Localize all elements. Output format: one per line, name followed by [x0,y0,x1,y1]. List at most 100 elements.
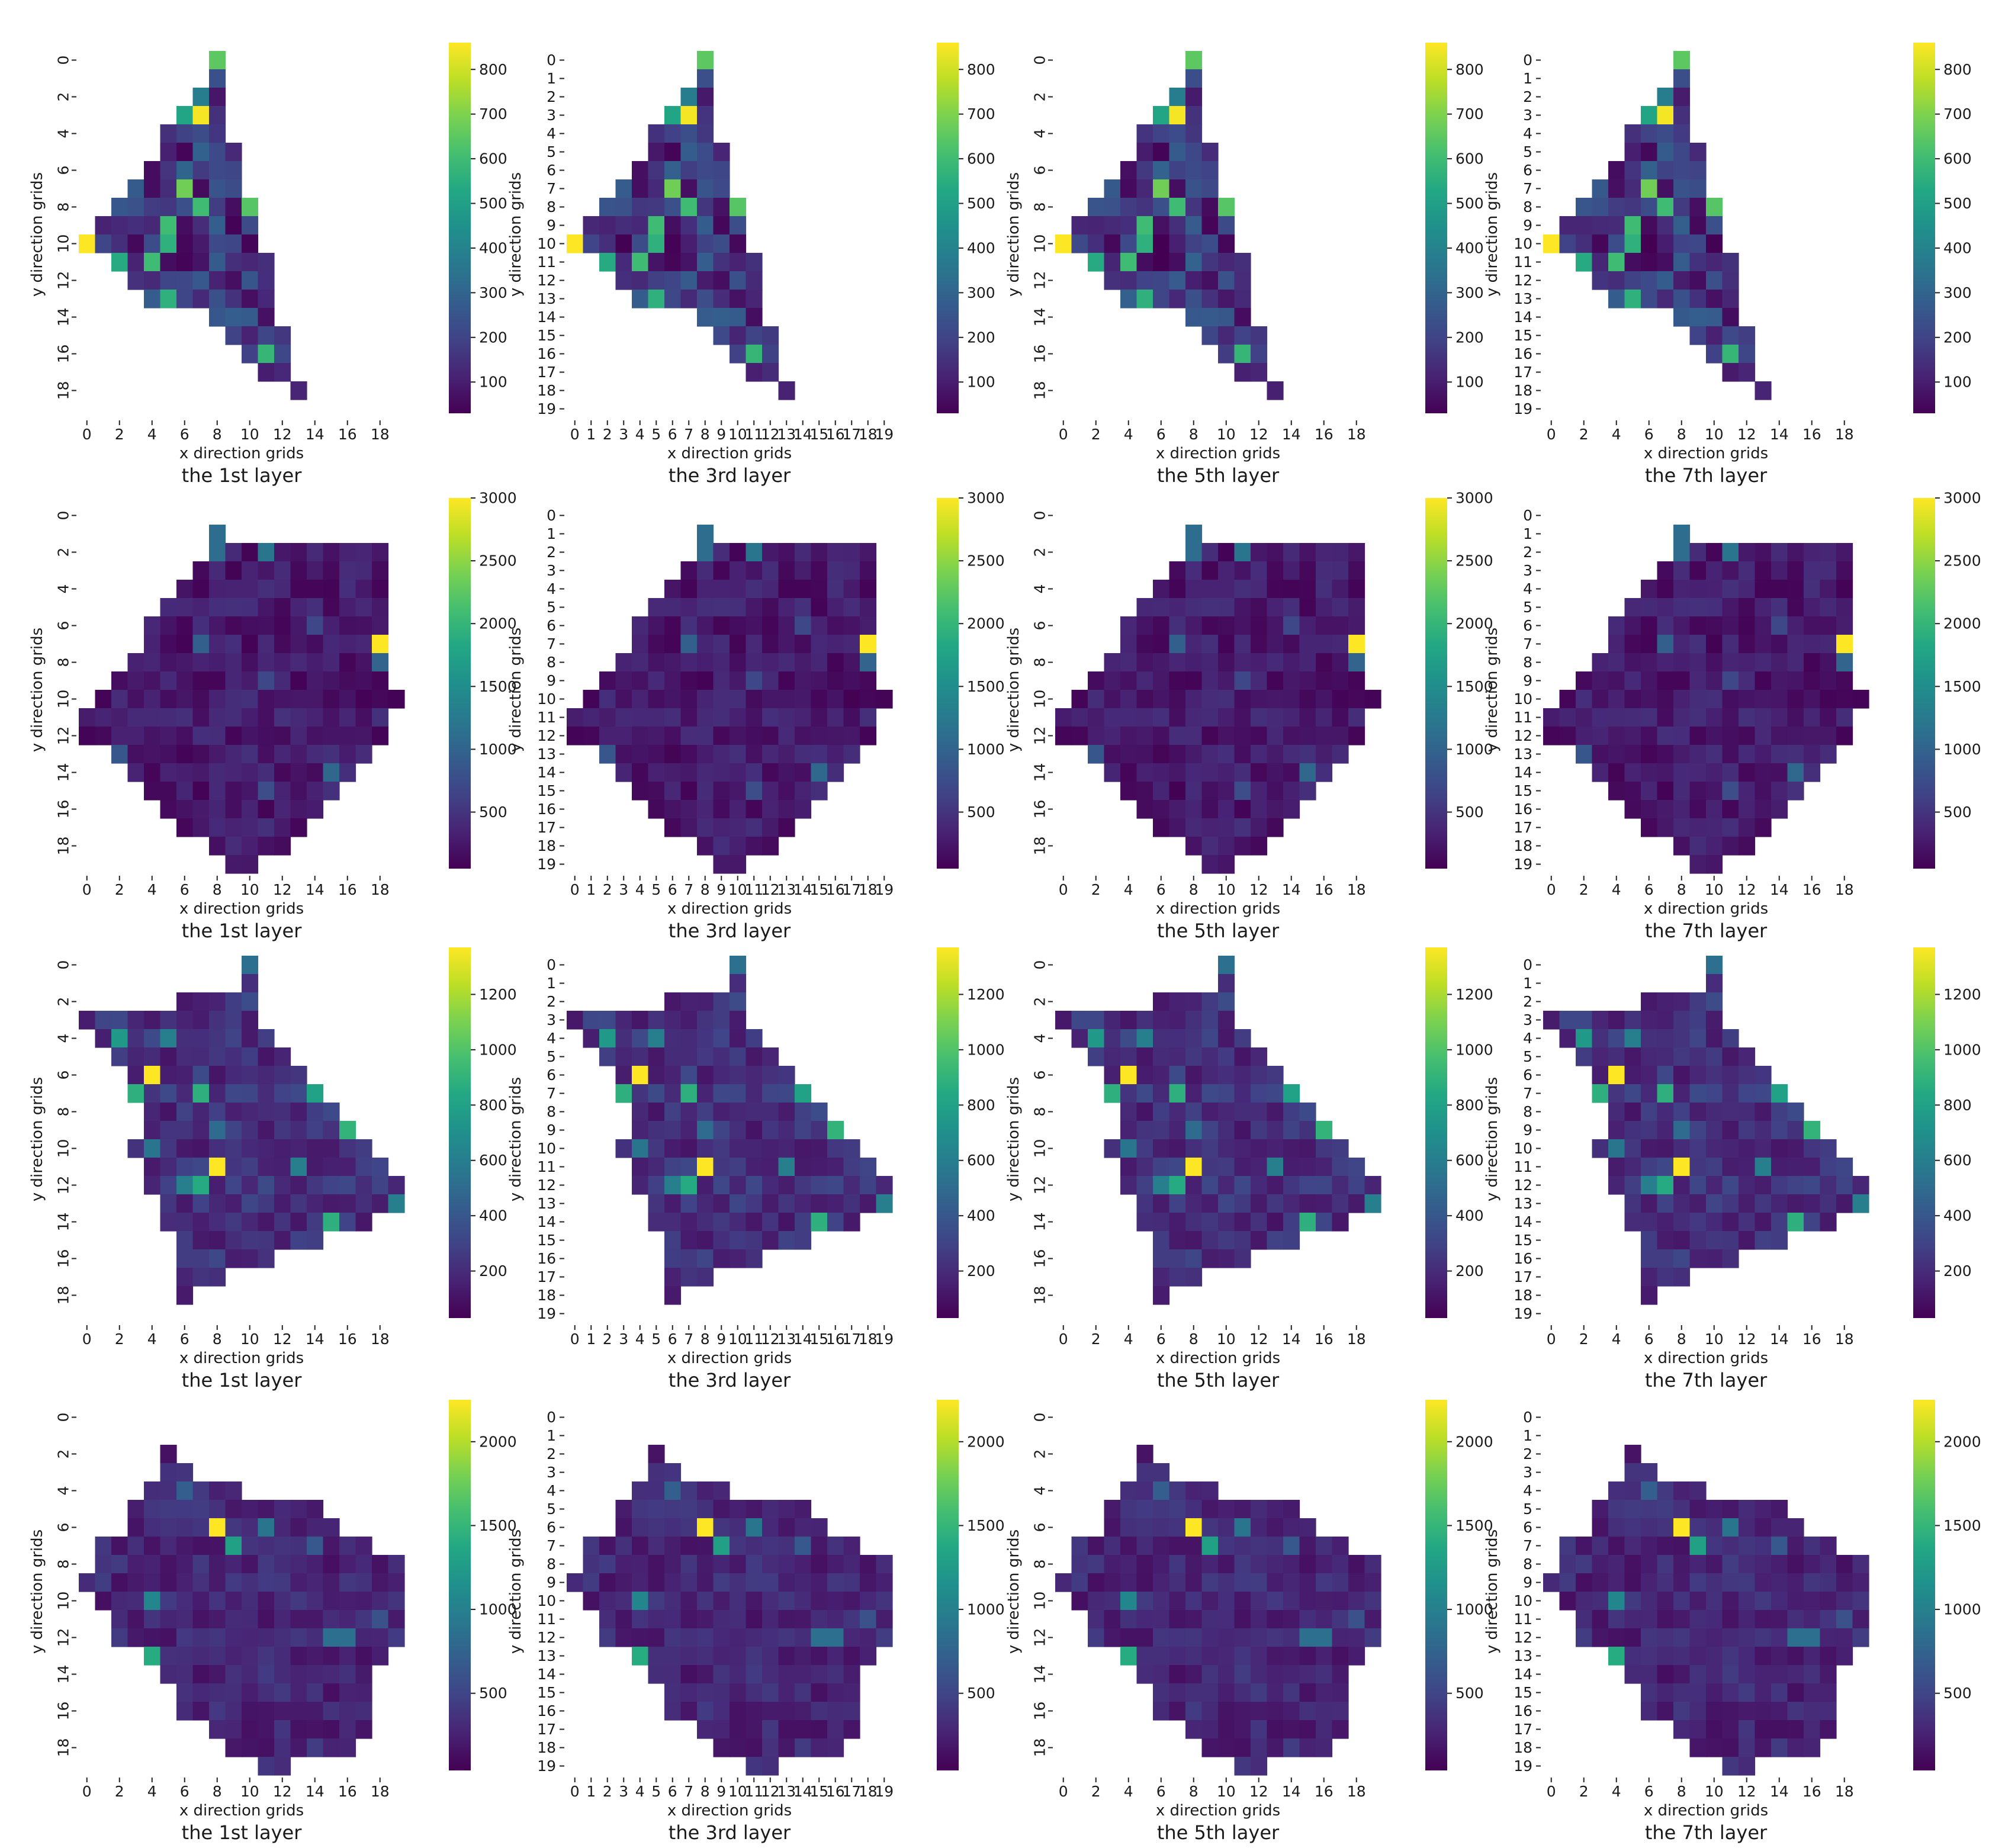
heatmap-cell [176,1231,194,1250]
heatmap-cell [1218,1738,1235,1757]
heatmap-cell [127,1628,144,1647]
heatmap-cell [192,1647,210,1666]
heatmap-cell [1185,782,1203,801]
heatmap-cell [1120,216,1138,235]
heatmap-cell [1234,1139,1251,1158]
y-axis-label: y direction grids [1483,1529,1501,1654]
heatmap-cell [160,143,177,162]
y-axis-label: y direction grids [28,628,46,752]
x-tick-label: 2 [1579,426,1589,443]
panel-title: the 3rd layer [669,1821,791,1844]
heatmap-cell [1657,234,1674,253]
heatmap-cell [1267,745,1284,764]
heatmap-cell [1722,345,1739,364]
heatmap-cell [860,1610,877,1629]
colorbar-tick-label: 700 [967,105,995,123]
heatmap-cell [664,1647,682,1666]
heatmap-cell [664,763,682,782]
heatmap-cell [1218,1158,1235,1177]
heatmap-cell [242,1231,259,1250]
heatmap-cell [778,1139,795,1158]
heatmap-cell [160,1047,177,1066]
heatmap-cell [1673,708,1691,727]
heatmap-cell [648,1011,665,1030]
x-tick-label: 2 [603,881,612,898]
heatmap-cell [1722,1518,1739,1537]
heatmap-cell [242,1702,259,1721]
heatmap-cell [1641,671,1658,690]
x-tick-label: 10 [240,1783,259,1800]
heatmap-cell [648,124,665,143]
heatmap-cell [1820,1720,1837,1739]
heatmap-cell [632,1047,649,1066]
heatmap-cell [1576,1573,1593,1592]
heatmap-cell [795,671,812,690]
x-tick-label: 0 [82,881,92,898]
colorbar-tick-label: 500 [1455,1685,1484,1702]
x-tick-label: 10 [728,426,747,443]
heatmap-cell [1316,1647,1333,1666]
heatmap-cell [1787,543,1804,562]
heatmap-cell [1657,1121,1674,1140]
heatmap-cell [372,1592,389,1611]
heatmap-cell [1201,216,1219,235]
heatmap-cell [209,1573,226,1592]
heatmap-cell [811,1720,828,1739]
heatmap-cell [1836,1573,1853,1592]
x-tick-label: 2 [603,1330,612,1348]
heatmap-cell [664,1249,682,1268]
heatmap-cell [258,1084,275,1103]
heatmap-cell [1218,1011,1235,1030]
heatmap-cell [1673,1121,1691,1140]
heatmap-cell [1689,179,1707,198]
heatmap-cell [323,1121,340,1140]
heatmap-cell [762,598,779,617]
x-tick-label: 16 [1802,881,1821,898]
x-tick-label: 12 [1249,1783,1268,1800]
heatmap-cell [1624,1011,1641,1030]
heatmap-cell [730,216,747,235]
heatmap-cell [1755,1213,1772,1232]
heatmap-cell [697,598,714,617]
colorbar-tick-label: 800 [967,61,995,78]
heatmap-cell [242,1047,259,1066]
heatmap-cell [1722,800,1739,819]
heatmap-cell [1348,727,1365,745]
heatmap-cell [843,1720,860,1739]
heatmap-cell [762,1555,779,1574]
heatmap-cell [1088,1537,1105,1555]
colorbar-tick-label: 400 [479,239,507,256]
heatmap-cell [1852,1555,1869,1574]
heatmap-cell [127,234,144,253]
heatmap-cell [242,690,259,709]
heatmap-cell [1804,1665,1821,1684]
y-tick-label: 5 [547,1500,556,1518]
heatmap-cell [1185,1665,1203,1684]
heatmap-cell [632,216,649,235]
heatmap-cell [1624,1555,1641,1574]
heatmap-cell [1332,708,1349,727]
heatmap-cell [1218,1231,1235,1250]
heatmap-cell [160,653,177,672]
heatmap-cell [1722,543,1739,562]
colorbar-tick-label: 2500 [479,552,517,570]
heatmap-cell [388,1592,405,1611]
heatmap-cell [713,161,730,180]
heatmap-cell [192,1481,210,1500]
heatmap-cell [1689,671,1707,690]
heatmap-cell [192,1573,210,1592]
colorbar-tick-label: 800 [1455,61,1484,78]
heatmap-cell [664,253,682,272]
colorbar-tick-label: 1500 [479,1517,517,1534]
colorbar-tick-label: 200 [479,1262,507,1280]
heatmap-cell [1120,671,1138,690]
x-tick-label: 16 [1315,881,1334,898]
x-tick-label: 4 [635,1330,645,1348]
heatmap-cell [680,653,698,672]
colorbar-tick-label: 1000 [1943,1041,1981,1058]
y-tick-label: 5 [1523,1500,1532,1518]
heatmap-cell [713,1500,730,1519]
heatmap-cell [160,782,177,801]
colorbar-tick-label: 600 [479,150,507,168]
heatmap-cell [355,1573,372,1592]
